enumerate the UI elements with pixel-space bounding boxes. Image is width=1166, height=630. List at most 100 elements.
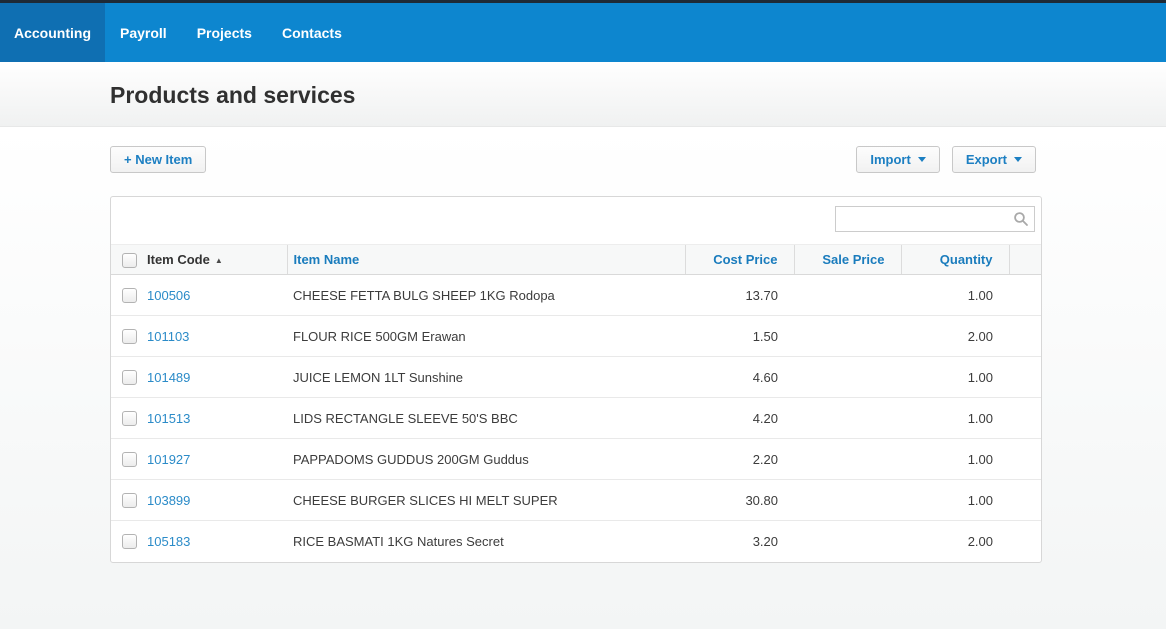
row-checkbox[interactable] xyxy=(121,411,137,427)
row-actions-cell xyxy=(1009,479,1041,521)
cost-price-cell: 1.50 xyxy=(685,315,794,357)
table-row: 101489 JUICE LEMON 1LT Sunshine 4.60 1.00 xyxy=(111,356,1041,398)
cost-price-cell: 13.70 xyxy=(745,287,778,303)
table-row: 101513 LIDS RECTANGLE SLEEVE 50'S BBC 4.20… xyxy=(111,397,1041,439)
row-checkbox-cell xyxy=(111,315,147,357)
item-code-link[interactable]: 101927 xyxy=(147,451,191,467)
sale-price-cell xyxy=(794,479,901,521)
row-checkbox-cell xyxy=(111,356,147,398)
column-header-actions xyxy=(1008,244,1041,275)
cost-price-cell: 4.20 xyxy=(685,397,794,439)
sale-price-cell xyxy=(794,356,901,398)
chevron-down-icon xyxy=(917,157,926,162)
export-button[interactable]: Export xyxy=(951,146,1036,173)
page-header-band: Products and services xyxy=(0,62,1166,127)
page-title: Products and services xyxy=(110,82,356,108)
table-row: 100506 CHEESE FETTA BULG SHEEP 1KG Rodopa… xyxy=(111,275,1041,316)
row-actions-cell xyxy=(1009,356,1041,398)
quantity-cell: 1.00 xyxy=(967,287,993,303)
chevron-down-icon xyxy=(1014,157,1022,162)
quantity-cell: 1.00 xyxy=(901,356,1009,398)
item-code-link[interactable]: 101103 xyxy=(147,328,190,344)
item-code-cell: 105183 xyxy=(147,520,287,562)
item-code-link[interactable]: 101489 xyxy=(147,369,191,385)
item-code-cell: 100506 xyxy=(147,275,287,316)
top-nav: Accounting Payroll Projects Contacts xyxy=(0,3,1166,62)
row-checkbox[interactable] xyxy=(121,452,137,468)
row-checkbox[interactable] xyxy=(121,288,137,304)
cost-price-cell: 3.20 xyxy=(685,520,794,562)
row-actions-cell xyxy=(1009,438,1041,480)
item-name-cell: CHEESE BURGER SLICES HI MELT SUPER xyxy=(287,479,685,521)
select-all-column-header xyxy=(111,244,147,275)
column-header-cost-price[interactable]: Cost Price xyxy=(684,244,794,275)
column-header-sale-price[interactable]: Sale Price xyxy=(793,244,901,275)
top-dark-strip xyxy=(0,0,1166,3)
item-code-link[interactable]: 105183 xyxy=(147,533,191,549)
item-code-cell: 101927 xyxy=(147,438,287,480)
table-row: 101103 FLOUR RICE 500GM Erawan 1.50 2.00 xyxy=(111,315,1041,357)
cost-price-cell: 4.60 xyxy=(685,356,794,398)
row-checkbox-cell xyxy=(111,479,147,521)
table-body: 100506 CHEESE FETTA BULG SHEEP 1KG Rodopa… xyxy=(111,275,1041,562)
row-checkbox[interactable] xyxy=(121,534,137,550)
sale-price-cell xyxy=(794,275,901,316)
row-actions-cell xyxy=(1009,315,1041,357)
nav-tab-contacts[interactable]: Contacts xyxy=(281,24,342,41)
column-header-item-code[interactable]: Item Code ▲ xyxy=(147,244,287,275)
column-header-quantity[interactable]: Quantity xyxy=(900,244,1009,275)
cost-price-cell: 2.20 xyxy=(685,438,794,480)
row-checkbox-cell xyxy=(111,397,147,439)
sale-price-cell xyxy=(794,315,901,357)
quantity-cell: 1.00 xyxy=(901,438,1009,480)
item-name-cell: CHEESE FETTA BULG SHEEP 1KG Rodopa xyxy=(293,287,555,303)
search-box xyxy=(835,206,1035,232)
item-name-cell: FLOUR RICE 500GM Erawan xyxy=(287,315,685,357)
item-name-cell: RICE BASMATI 1KG Natures Secret xyxy=(287,520,685,562)
row-actions-cell xyxy=(1009,397,1041,439)
cost-price-cell: 30.80 xyxy=(685,479,794,521)
toolbar: + New Item Import Export xyxy=(110,146,1042,173)
quantity-cell: 1.00 xyxy=(901,479,1009,521)
import-button[interactable]: Import xyxy=(856,146,940,173)
column-header-item-name[interactable]: Item Name xyxy=(286,244,685,275)
row-checkbox[interactable] xyxy=(121,370,137,386)
row-checkbox-cell xyxy=(111,275,147,316)
row-checkbox[interactable] xyxy=(121,493,137,509)
row-checkbox-cell xyxy=(111,438,147,480)
sort-asc-icon: ▲ xyxy=(214,256,223,265)
import-button-label: Import xyxy=(870,152,911,167)
row-checkbox[interactable] xyxy=(121,329,137,345)
quantity-cell: 2.00 xyxy=(901,315,1009,357)
content-area: + New Item Import Export xyxy=(0,127,1166,629)
item-name-cell: JUICE LEMON 1LT Sunshine xyxy=(287,356,685,398)
item-code-link[interactable]: 103899 xyxy=(147,492,191,508)
nav-tab-payroll[interactable]: Payroll xyxy=(120,24,167,41)
row-checkbox-cell xyxy=(111,520,147,562)
export-button-label: Export xyxy=(965,152,1007,167)
row-actions-cell xyxy=(1009,520,1041,562)
item-code-cell: 101489 xyxy=(147,356,287,398)
item-code-link[interactable]: 101513 xyxy=(147,410,191,426)
item-code-link[interactable]: 100506 xyxy=(147,287,191,303)
search-icon xyxy=(1013,211,1029,232)
item-code-cell: 101513 xyxy=(147,397,287,439)
search-input[interactable] xyxy=(835,206,1035,232)
search-row xyxy=(111,197,1041,244)
table-row: 101927 PAPPADOMS GUDDUS 200GM Guddus 2.20 1… xyxy=(111,438,1041,480)
products-table-card: Item Code ▲ Item Name Cost Price Sale Pri… xyxy=(110,196,1042,563)
row-actions-cell xyxy=(1009,275,1041,316)
table-header: Item Code ▲ Item Name Cost Price Sale Pri… xyxy=(111,244,1041,275)
products-table: Item Code ▲ Item Name Cost Price Sale Pri… xyxy=(111,244,1041,562)
nav-tab-accounting[interactable]: Accounting xyxy=(0,3,105,62)
item-name-cell: LIDS RECTANGLE SLEEVE 50'S BBC xyxy=(287,397,685,439)
new-item-button[interactable]: + New Item xyxy=(110,146,207,173)
select-all-checkbox[interactable] xyxy=(121,252,137,268)
item-code-cell: 103899 xyxy=(147,479,287,521)
nav-tab-projects[interactable]: Projects xyxy=(196,24,252,41)
sale-price-cell xyxy=(794,520,901,562)
table-row: 103899 CHEESE BURGER SLICES HI MELT SUPER… xyxy=(111,479,1041,521)
item-code-cell: 101103 xyxy=(147,315,287,357)
quantity-cell: 1.00 xyxy=(901,397,1009,439)
table-row: 105183 RICE BASMATI 1KG Natures Secret 3.2… xyxy=(111,520,1041,562)
